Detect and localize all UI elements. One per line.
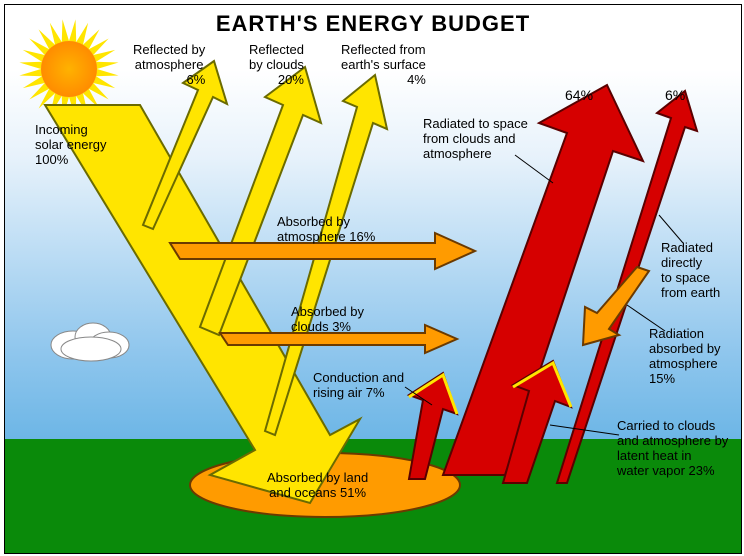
label-rad-abs-atm: Radiation absorbed by atmosphere 15%: [649, 327, 721, 387]
cloud-icon: [51, 323, 129, 361]
label-pct6: 6%: [665, 87, 685, 103]
label-rad-space: Radiated to space from clouds and atmosp…: [423, 117, 528, 162]
label-conduction: Conduction and rising air 7%: [313, 371, 404, 401]
leader-rad-direct: [659, 215, 683, 243]
label-incoming: Incoming solar energy 100%: [35, 123, 107, 168]
sun-icon: [41, 41, 97, 97]
radiation-absorbed-connector: [583, 267, 649, 345]
label-pct64: 64%: [565, 87, 593, 103]
label-refl-clouds: Reflected by clouds 20%: [249, 43, 304, 88]
label-refl-surface: Reflected from earth's surface 4%: [341, 43, 426, 88]
label-abs-atm: Absorbed by atmosphere 16%: [277, 215, 375, 245]
label-rad-direct: Radiated directly to space from earth: [661, 241, 720, 301]
label-latent: Carried to clouds and atmosphere by late…: [617, 419, 728, 479]
label-refl-atm: Reflected by atmosphere 6%: [133, 43, 205, 88]
label-abs-clouds: Absorbed by clouds 3%: [291, 305, 364, 335]
label-basin: Absorbed by land and oceans 51%: [267, 471, 368, 501]
